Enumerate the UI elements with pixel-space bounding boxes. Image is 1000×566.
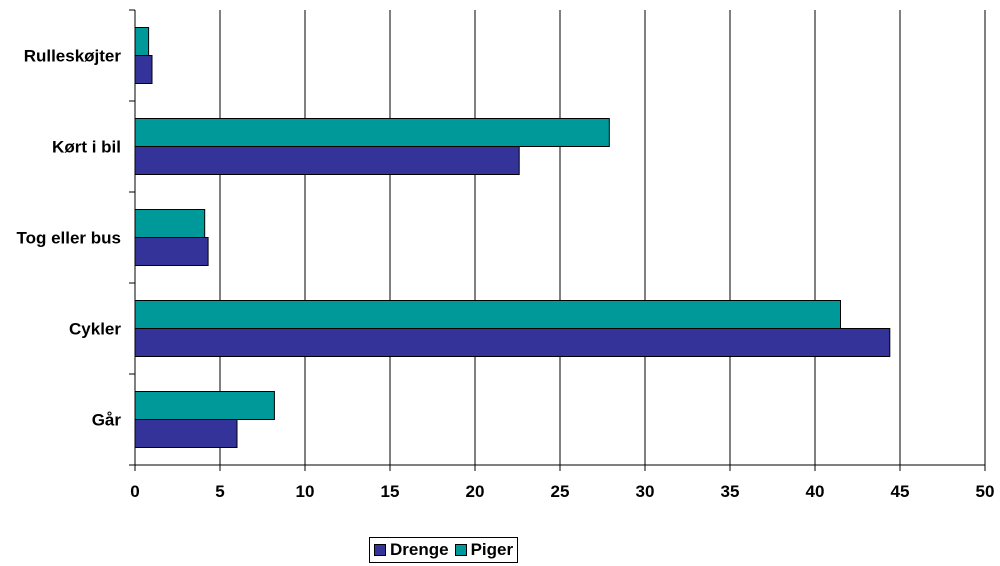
bar-piger-1 bbox=[134, 118, 610, 147]
y-category-label-3: Cykler bbox=[69, 320, 121, 339]
legend-item-drenge: Drenge bbox=[374, 540, 449, 560]
x-tick-label-20: 20 bbox=[466, 482, 485, 501]
legend-label-piger: Piger bbox=[470, 540, 514, 559]
x-tick-label-5: 5 bbox=[215, 482, 224, 501]
legend-item-piger: Piger bbox=[454, 540, 514, 560]
x-tick-label-35: 35 bbox=[721, 482, 740, 501]
legend: Drenge Piger bbox=[369, 537, 519, 563]
x-tick-label-30: 30 bbox=[636, 482, 655, 501]
y-category-label-2: Tog eller bus bbox=[16, 229, 121, 248]
legend-label-drenge: Drenge bbox=[390, 540, 449, 559]
legend-swatch-piger bbox=[454, 544, 467, 556]
bar-drenge-3 bbox=[134, 328, 891, 357]
x-tick-label-25: 25 bbox=[551, 482, 570, 501]
x-tick-label-45: 45 bbox=[891, 482, 910, 501]
y-category-label-0: Rulleskøjter bbox=[24, 47, 122, 66]
y-category-label-1: Kørt i bil bbox=[52, 138, 121, 157]
x-tick-label-50: 50 bbox=[976, 482, 995, 501]
x-tick-label-0: 0 bbox=[130, 482, 139, 501]
bar-drenge-2 bbox=[134, 237, 209, 266]
bar-piger-3 bbox=[134, 300, 841, 329]
bar-drenge-4 bbox=[134, 419, 238, 448]
x-tick-label-15: 15 bbox=[381, 482, 400, 501]
x-tick-label-10: 10 bbox=[296, 482, 315, 501]
x-tick-label-40: 40 bbox=[806, 482, 825, 501]
bar-piger-2 bbox=[134, 209, 206, 238]
bar-drenge-0 bbox=[134, 55, 153, 84]
bar-piger-0 bbox=[134, 27, 150, 56]
bar-piger-4 bbox=[134, 391, 275, 420]
bar-drenge-1 bbox=[134, 146, 520, 175]
y-category-label-4: Går bbox=[92, 411, 122, 430]
legend-swatch-drenge bbox=[374, 544, 386, 556]
